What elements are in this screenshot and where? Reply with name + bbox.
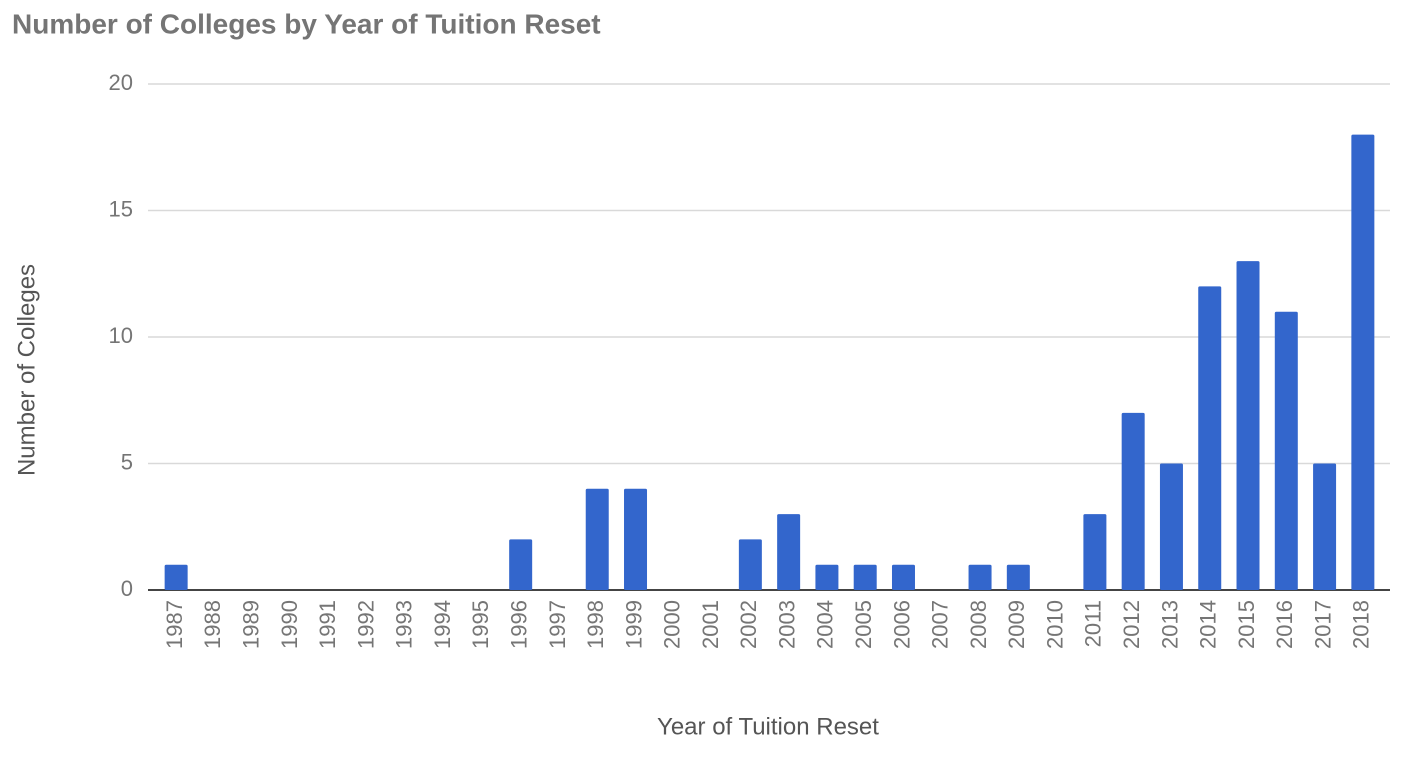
x-tick-label: 2013: [1157, 600, 1182, 649]
x-tick-label: 2011: [1081, 600, 1106, 647]
x-tick-label: 2016: [1272, 600, 1297, 649]
x-tick-label: 1990: [277, 600, 302, 649]
x-tick-label: 2003: [774, 600, 799, 649]
bar: [1198, 286, 1222, 590]
x-tick-label: 1989: [239, 600, 264, 649]
bar: [1313, 463, 1337, 590]
x-tick-label: 1991: [315, 600, 340, 649]
y-tick-label: 15: [109, 196, 133, 221]
bar: [509, 539, 533, 590]
bar: [777, 514, 801, 590]
y-axis-title: Number of Colleges: [13, 264, 40, 476]
x-tick-label: 2017: [1310, 600, 1335, 649]
x-tick-label: 2014: [1196, 600, 1221, 649]
bar: [738, 539, 762, 590]
bar: [1274, 311, 1298, 590]
bar: [1006, 564, 1030, 590]
x-tick-label: 1992: [353, 600, 378, 649]
x-tick-label: 2002: [736, 600, 761, 649]
y-tick-label: 10: [109, 323, 133, 348]
x-tick-label: 1993: [392, 600, 417, 649]
bar: [891, 564, 915, 590]
x-tick-label: 2007: [928, 600, 953, 649]
x-tick-label: 1999: [621, 600, 646, 649]
x-tick-label: 2012: [1119, 600, 1144, 649]
bar: [815, 564, 839, 590]
x-tick-label: 1988: [200, 600, 225, 649]
x-tick-label: 2015: [1234, 600, 1259, 649]
x-tick-label: 2001: [698, 600, 723, 649]
y-tick-label: 20: [109, 70, 133, 95]
bar: [624, 488, 648, 590]
x-tick-label: 2006: [889, 600, 914, 649]
x-tick-label: 1998: [583, 600, 608, 649]
bar: [1121, 412, 1145, 590]
x-tick-label: 2000: [660, 600, 685, 649]
bar: [585, 488, 609, 590]
x-tick-label: 2018: [1349, 600, 1374, 649]
bar: [1083, 514, 1107, 590]
bar: [1159, 463, 1183, 590]
x-tick-label: 1996: [506, 600, 531, 649]
x-tick-label: 1987: [162, 600, 187, 649]
x-tick-label: 2008: [966, 600, 991, 649]
y-tick-label: 0: [121, 576, 133, 601]
x-tick-label: 2004: [813, 600, 838, 649]
bar: [1351, 134, 1375, 590]
bar: [853, 564, 877, 590]
x-tick-label: 2009: [1004, 600, 1029, 649]
bar: [1236, 261, 1260, 590]
chart-title: Number of Colleges by Year of Tuition Re…: [12, 8, 601, 39]
bar: [968, 564, 992, 590]
x-tick-label: 1994: [430, 600, 455, 649]
y-tick-label: 5: [121, 449, 133, 474]
x-tick-label: 1995: [468, 600, 493, 649]
x-axis-title: Year of Tuition Reset: [657, 713, 879, 740]
x-tick-label: 2005: [851, 600, 876, 649]
bar: [164, 564, 188, 590]
x-tick-label: 1997: [545, 600, 570, 649]
x-tick-label: 2010: [1042, 600, 1067, 649]
